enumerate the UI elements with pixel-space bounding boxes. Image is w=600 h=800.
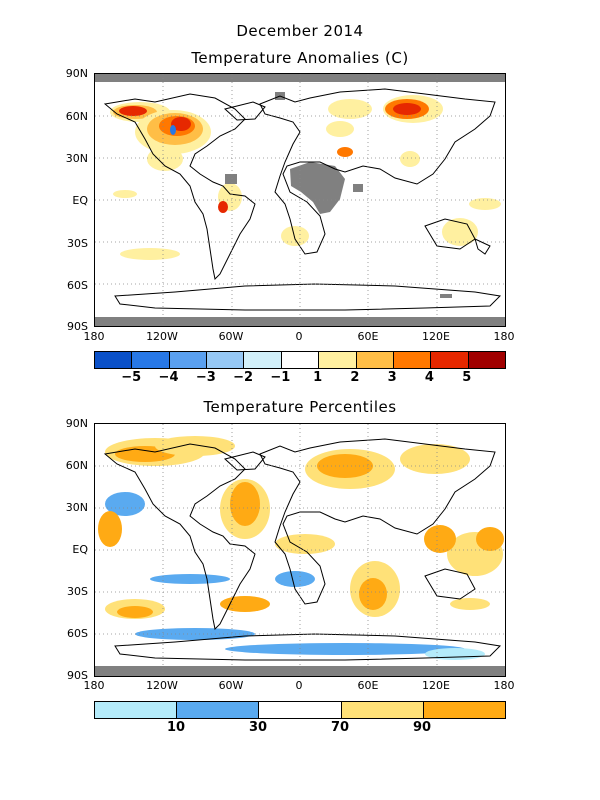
colorbar-box [207, 352, 245, 368]
percentile-map [94, 423, 506, 677]
lon-label: 60W [218, 679, 244, 692]
lat-label: 30S [67, 237, 88, 250]
lon-label: 120E [422, 679, 450, 692]
grid [95, 74, 505, 326]
lat-label: 90N [65, 67, 88, 80]
coastlines [103, 438, 502, 661]
colorbar-label: −2 [233, 370, 254, 385]
lon-label: 60E [357, 679, 379, 692]
percentile-colorbar [94, 701, 506, 719]
lat-label: 90N [65, 417, 88, 430]
colorbar-label: 5 [462, 370, 472, 385]
colorbar-label: −1 [270, 370, 291, 385]
colorbar-label: 90 [412, 720, 432, 735]
lat-label: 60N [65, 459, 88, 472]
lat-label: 30N [65, 501, 88, 514]
panel2-title: Temperature Percentiles [203, 398, 397, 416]
colorbar-box [341, 702, 424, 718]
colorbar-box [281, 352, 320, 368]
colorbar-label: 2 [350, 370, 360, 385]
panel1-title: Temperature Anomalies (C) [191, 49, 409, 67]
lon-label: 180 [83, 679, 105, 692]
grid [95, 424, 505, 676]
lon-label: 120E [422, 330, 450, 343]
lon-label: 60W [218, 330, 244, 343]
figure-title: December 2014 [236, 22, 364, 40]
lat-label: 90S [67, 320, 88, 333]
lon-label: 180 [493, 330, 515, 343]
lon-label: 180 [493, 679, 515, 692]
lat-label: 90S [67, 669, 88, 682]
lon-label: 60E [357, 330, 379, 343]
lat-label: 60N [65, 110, 88, 123]
lon-label: 120W [146, 679, 178, 692]
lon-label: 180 [83, 330, 105, 343]
colorbar-box [177, 702, 260, 718]
colorbar-label: 4 [424, 370, 434, 385]
colorbar-box [132, 352, 170, 368]
lat-label: EQ [72, 543, 88, 556]
lat-label: 60S [67, 627, 88, 640]
colorbar-box [356, 352, 394, 368]
colorbar-box [95, 702, 178, 718]
colorbar-box [431, 352, 469, 368]
colorbar-label: 1 [313, 370, 323, 385]
lat-label: 30N [65, 152, 88, 165]
colorbar-box [393, 352, 432, 368]
lat-label: 60S [67, 279, 88, 292]
lat-label: EQ [72, 194, 88, 207]
colorbar-label: −3 [195, 370, 216, 385]
colorbar-label: 70 [330, 720, 350, 735]
lat-label: 30S [67, 585, 88, 598]
anomaly-map-svg [95, 74, 505, 326]
colorbar-label: 3 [387, 370, 397, 385]
anomaly-map [94, 73, 506, 327]
percentile-map-svg [95, 424, 505, 676]
anomaly-colorbar [94, 351, 506, 369]
colorbar-box [244, 352, 282, 368]
colorbar-box [423, 702, 506, 718]
colorbar-label: −5 [121, 370, 142, 385]
colorbar-box [169, 352, 208, 368]
colorbar-box [95, 352, 133, 368]
lon-label: 120W [146, 330, 178, 343]
colorbar-box [319, 352, 357, 368]
anomaly-fills [110, 95, 501, 260]
colorbar-label: 30 [248, 720, 268, 735]
colorbar-label: −4 [158, 370, 179, 385]
lon-label: 0 [295, 330, 303, 343]
lon-label: 0 [295, 679, 303, 692]
colorbar-box [468, 352, 505, 368]
colorbar-box [259, 702, 342, 718]
colorbar-label: 10 [166, 720, 186, 735]
